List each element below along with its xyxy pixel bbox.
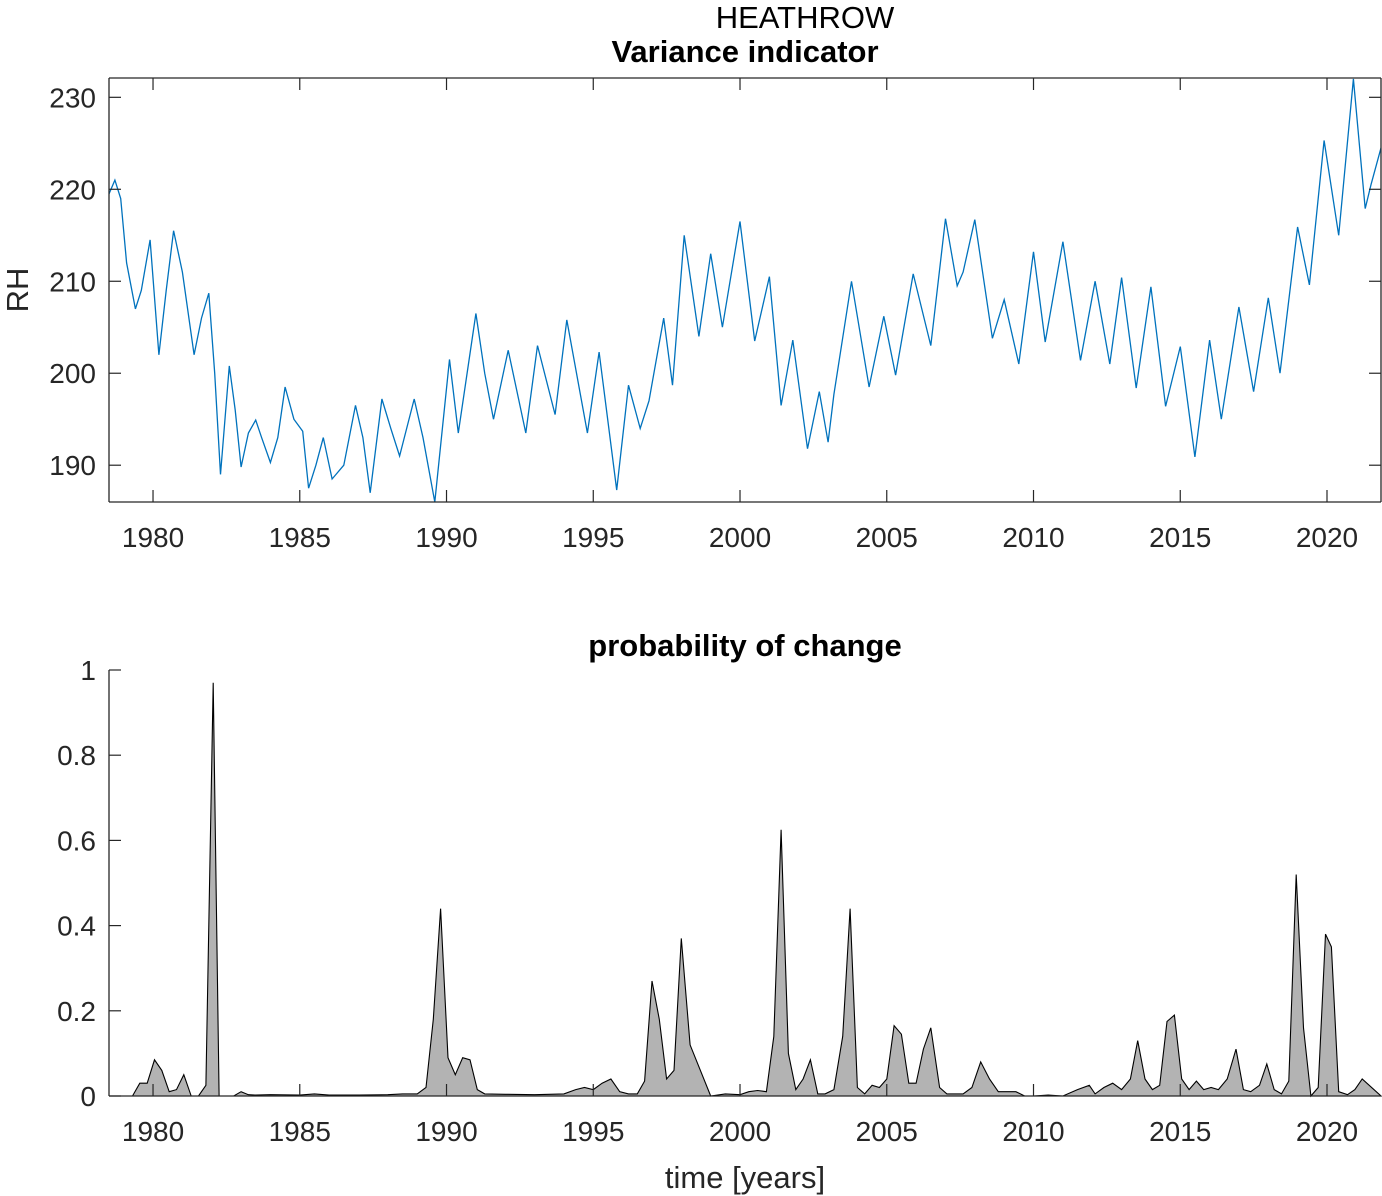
probability-of-change-title: probability of change bbox=[588, 628, 901, 663]
x-tick-label: 1980 bbox=[122, 1116, 184, 1147]
x-tick-label: 2020 bbox=[1296, 1116, 1358, 1147]
x-tick-label: 1990 bbox=[415, 1116, 477, 1147]
x-axis-label-time: time [years] bbox=[665, 1160, 825, 1195]
variance-indicator-plot: Variance indicator RH 1980 1985 1990 1995 20… bbox=[0, 34, 1382, 553]
y-axis-label-rh: RH bbox=[0, 268, 35, 313]
x-tick-label: 2015 bbox=[1149, 1116, 1211, 1147]
y-tick-label: 210 bbox=[49, 266, 96, 297]
x-tick-label: 1995 bbox=[562, 522, 624, 553]
y-tick-label: 0.4 bbox=[57, 911, 96, 942]
y-tick-label: 220 bbox=[49, 174, 96, 205]
variance-line bbox=[109, 78, 1381, 502]
x-tick-label: 2010 bbox=[1002, 522, 1064, 553]
x-tick-label: 2000 bbox=[709, 1116, 771, 1147]
x-tick-label: 1980 bbox=[122, 522, 184, 553]
x-tick-label: 2005 bbox=[856, 522, 918, 553]
x-tick-label: 2005 bbox=[856, 1116, 918, 1147]
y-tick-label: 190 bbox=[49, 450, 96, 481]
y-tick-label: 0 bbox=[80, 1081, 96, 1112]
x-tick-label: 1990 bbox=[415, 522, 477, 553]
variance-indicator-title: Variance indicator bbox=[611, 34, 878, 69]
y-tick-label: 230 bbox=[49, 82, 96, 113]
x-tick-label: 2000 bbox=[709, 522, 771, 553]
x-tick-label: 2010 bbox=[1002, 1116, 1064, 1147]
y-tick-label: 200 bbox=[49, 358, 96, 389]
x-tick-label: 2020 bbox=[1296, 522, 1358, 553]
x-tick-label: 1995 bbox=[562, 1116, 624, 1147]
y-tick-label: 0.8 bbox=[57, 740, 96, 771]
y-tick-label: 1 bbox=[80, 655, 96, 686]
y-tick-label: 0.2 bbox=[57, 996, 96, 1027]
probability-of-change-plot: probability of change time [years] 1980 1… bbox=[57, 628, 1382, 1195]
probability-area bbox=[109, 682, 1382, 1098]
x-tick-label: 1985 bbox=[269, 522, 331, 553]
x-tick-label: 1985 bbox=[269, 1116, 331, 1147]
figure-title: HEATHROW bbox=[716, 0, 895, 35]
x-tick-label: 2015 bbox=[1149, 522, 1211, 553]
y-tick-label: 0.6 bbox=[57, 825, 96, 856]
